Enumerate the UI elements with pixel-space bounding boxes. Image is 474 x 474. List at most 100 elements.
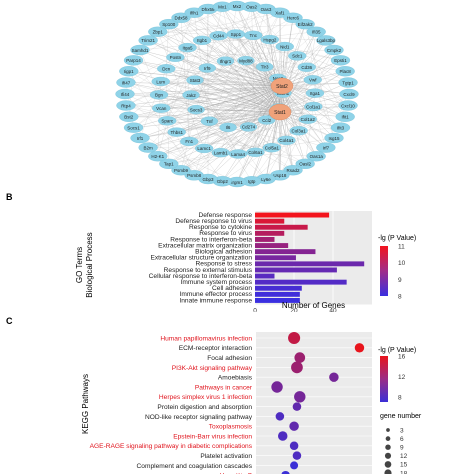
network-node: B2m	[138, 142, 158, 153]
svg-text:Fn1: Fn1	[185, 139, 193, 144]
svg-text:Col1a2: Col1a2	[301, 117, 316, 122]
svg-text:Oas1a: Oas1a	[310, 154, 324, 159]
kegg-bubble	[292, 402, 302, 411]
go-category-label: Defense response to virus	[175, 218, 252, 225]
go-bar	[255, 255, 296, 261]
svg-text:Itga5: Itga5	[182, 45, 193, 50]
svg-text:Tnc: Tnc	[250, 33, 258, 38]
svg-text:Col6a1: Col6a1	[248, 150, 263, 155]
network-node: Isg15	[324, 132, 344, 144]
network-node: Bgn	[149, 90, 169, 100]
network-node: Eif2ak2	[295, 19, 315, 30]
svg-text:Rtp4: Rtp4	[121, 103, 131, 108]
svg-text:Rsad2: Rsad2	[286, 168, 300, 173]
svg-text:Cd36: Cd36	[301, 65, 312, 70]
svg-text:Sparc: Sparc	[161, 119, 174, 124]
svg-text:Lamb1: Lamb1	[214, 150, 228, 155]
svg-text:Psmb8: Psmb8	[187, 173, 202, 178]
go-category-label: Extracellular structure organization	[150, 255, 252, 262]
network-node: Oas1a	[306, 151, 326, 162]
network-node: Thbs1	[167, 127, 186, 137]
network-node: Itga1	[305, 88, 325, 98]
network-node: Cd36	[297, 62, 316, 72]
network-node: Socs1	[123, 122, 144, 133]
go-category-label: Response to stress	[196, 261, 253, 268]
svg-text:Sp100: Sp100	[162, 22, 176, 27]
network-node: Sp100	[159, 19, 179, 30]
svg-text:Lgals3bp: Lgals3bp	[317, 38, 336, 43]
kegg-size-legend-label: 12	[400, 453, 408, 460]
svg-text:Irgm1: Irgm1	[231, 180, 243, 185]
go-bar	[255, 224, 308, 230]
svg-text:Usp18: Usp18	[273, 173, 287, 178]
network-node: Cmpk2	[324, 44, 344, 56]
go-legend-title: -lg (P Value)	[378, 235, 416, 242]
network-node: Col4a1	[277, 135, 296, 146]
svg-text:Zbp1: Zbp1	[153, 30, 164, 35]
network-node: Trim21	[138, 35, 158, 46]
go-category-label: Innate immune response	[179, 297, 252, 304]
kegg-size-legend-dot	[384, 452, 392, 459]
kegg-bubble	[281, 470, 290, 474]
svg-text:Cxcl10: Cxcl10	[341, 103, 355, 108]
svg-text:Ddx58: Ddx58	[174, 16, 188, 21]
svg-text:Igtp: Igtp	[248, 179, 256, 184]
kegg-bubble	[289, 421, 299, 431]
svg-text:Cd274: Cd274	[242, 125, 256, 130]
svg-text:Ifit1: Ifit1	[342, 115, 350, 120]
svg-text:Nid1: Nid1	[280, 44, 290, 49]
kegg-size-legend-label: 15	[400, 462, 408, 469]
go-bar	[255, 261, 365, 267]
panel-b-label: B	[6, 192, 13, 202]
go-bar	[255, 243, 289, 248]
network-node: Ccl2	[258, 115, 276, 125]
go-category-label: Biological adhesion	[195, 249, 252, 256]
go-category-label: Response to virus	[199, 230, 252, 237]
network-node: Irf7	[316, 142, 336, 153]
svg-text:Cxcl9: Cxcl9	[343, 92, 355, 97]
network-node: Lama4	[228, 149, 248, 159]
svg-text:Oas3: Oas3	[261, 7, 272, 12]
go-x-tick: 0	[253, 308, 257, 313]
kegg-bubble	[271, 381, 283, 393]
kegg-pathway-label: Toxoplasmosis	[209, 424, 253, 431]
go-bar	[255, 237, 275, 242]
network-node: Psmb9	[171, 165, 191, 176]
svg-text:Ifi47: Ifi47	[122, 80, 131, 85]
kegg-pathway-label: Platelet activation	[200, 453, 252, 460]
svg-text:Il6: Il6	[226, 125, 231, 130]
kegg-size-legend-label: 6	[400, 436, 404, 443]
svg-text:Ifi44: Ifi44	[121, 92, 130, 97]
network-node: Col1a1	[304, 101, 323, 112]
kegg-color-legend-tick: 12	[398, 374, 406, 381]
kegg-pathway-label: AGE-RAGE signaling pathway in diabetic c…	[90, 443, 253, 450]
svg-text:Ly6e: Ly6e	[261, 177, 271, 182]
network-node: Ifi44	[115, 88, 135, 100]
svg-text:Irf1: Irf1	[137, 136, 144, 141]
network-node: Ifi35	[306, 26, 326, 37]
network-node: Tnf	[200, 116, 219, 126]
svg-text:Col5a1: Col5a1	[265, 145, 280, 150]
go-bar	[255, 291, 300, 297]
panel-c-label: C	[6, 316, 13, 326]
network-node: Herc6	[283, 12, 303, 23]
kegg-pathway-label: Protein digestion and absorption	[157, 404, 252, 411]
svg-text:Ifi35: Ifi35	[312, 30, 321, 35]
go-color-legend-tick: 10	[398, 260, 406, 267]
svg-text:Spp1: Spp1	[231, 32, 242, 37]
hub-node: Stat1	[268, 103, 292, 121]
go-x-tick: 20	[290, 308, 298, 313]
network-node: Col5a1	[262, 143, 282, 153]
kegg-bubble	[275, 412, 285, 421]
svg-text:Tnf: Tnf	[206, 119, 213, 124]
network-node: Col3a1	[289, 126, 308, 136]
svg-text:Col4a1: Col4a1	[279, 138, 294, 143]
go-color-legend-tick: 8	[398, 294, 402, 301]
go-color-legend-bar	[380, 246, 388, 296]
network-node: Bst2	[119, 111, 139, 122]
network-node: Psmb8	[184, 170, 204, 181]
network-node: Vcan	[152, 103, 171, 113]
svg-text:Tap1: Tap1	[164, 162, 174, 167]
network-node: Ifit3	[330, 122, 351, 133]
go-bar	[255, 298, 300, 303]
